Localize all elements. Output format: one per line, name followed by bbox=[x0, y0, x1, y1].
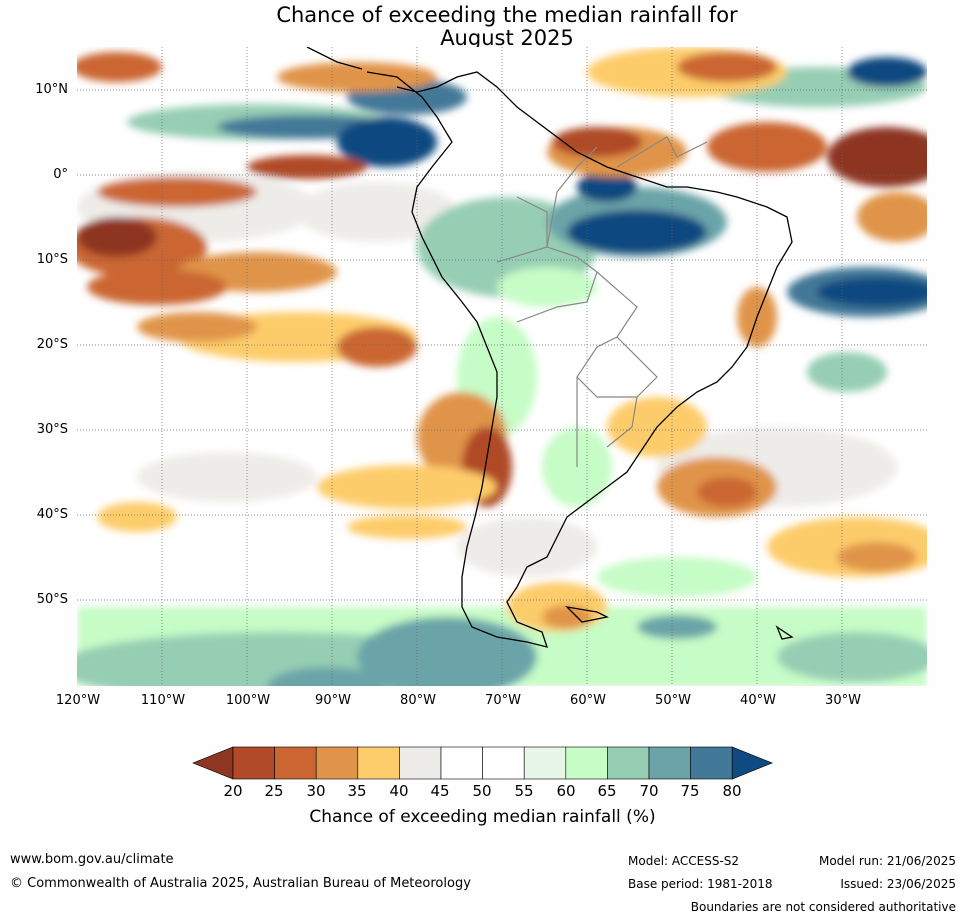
colorbar-tick-75: 75 bbox=[680, 782, 700, 800]
colorbar-swatch-low bbox=[192, 746, 234, 780]
lon-label-80w: 80°W bbox=[400, 693, 436, 708]
rainfall-shading bbox=[77, 47, 927, 686]
disclaimer-text: Boundaries are not considered authoritat… bbox=[690, 900, 956, 914]
colorbar-swatch-8 bbox=[523, 746, 567, 780]
lon-label-60w: 60°W bbox=[570, 693, 606, 708]
lon-label-70w: 70°W bbox=[485, 693, 521, 708]
model-text: Model: ACCESS-S2 bbox=[628, 854, 740, 868]
model-run-text: Model run: 21/06/2025 bbox=[818, 854, 956, 868]
base-period-text: Base period: 1981-2018 bbox=[628, 877, 773, 891]
colorbar-swatch-10 bbox=[607, 746, 650, 780]
colorbar-swatch-6 bbox=[440, 746, 483, 780]
colorbar-tick-40: 40 bbox=[389, 782, 409, 800]
colorbar-swatch-12 bbox=[690, 746, 733, 780]
map-title: Chance of exceeding the median rainfall … bbox=[0, 4, 965, 50]
colorbar-tick-45: 45 bbox=[430, 782, 450, 800]
colorbar-tick-60: 60 bbox=[556, 782, 576, 800]
lon-label-30w: 30°W bbox=[825, 693, 861, 708]
lon-label-90w: 90°W bbox=[315, 693, 351, 708]
rainfall-probability-map bbox=[77, 47, 927, 686]
colorbar-swatch-3 bbox=[315, 746, 359, 780]
colorbar-tick-65: 65 bbox=[597, 782, 617, 800]
colorbar-swatch-9 bbox=[565, 746, 608, 780]
lat-label-40s: 40°S bbox=[36, 507, 68, 522]
colorbar-tick-50: 50 bbox=[472, 782, 492, 800]
lat-label-10s: 10°S bbox=[36, 252, 68, 267]
colorbar-label: Chance of exceeding median rainfall (%) bbox=[309, 807, 656, 827]
title-line-1: Chance of exceeding the median rainfall … bbox=[276, 3, 738, 27]
lon-label-50w: 50°W bbox=[655, 693, 691, 708]
colorbar-tick-20: 20 bbox=[223, 782, 243, 800]
lat-label-30s: 30°S bbox=[36, 422, 68, 437]
colorbar-tick-80: 80 bbox=[722, 782, 742, 800]
colorbar-swatch-5 bbox=[399, 746, 442, 780]
colorbar-tick-35: 35 bbox=[347, 782, 367, 800]
colorbar-swatch-high bbox=[731, 746, 774, 780]
lat-label-0: 0° bbox=[53, 167, 68, 182]
colorbar-swatch-4 bbox=[357, 746, 400, 780]
colorbar-tick-25: 25 bbox=[264, 782, 284, 800]
lon-label-40w: 40°W bbox=[740, 693, 776, 708]
coastline bbox=[306, 47, 794, 648]
lon-label-120w: 120°W bbox=[55, 693, 101, 708]
colorbar-swatch-1 bbox=[232, 746, 275, 780]
colorbar-swatch-7 bbox=[482, 746, 525, 780]
lat-label-50s: 50°S bbox=[36, 592, 68, 607]
colorbar-tick-30: 30 bbox=[306, 782, 326, 800]
colorbar-tick-70: 70 bbox=[639, 782, 659, 800]
colorbar-swatch-2 bbox=[274, 746, 317, 780]
title-line-2: August 2025 bbox=[440, 26, 574, 50]
colorbar bbox=[190, 745, 775, 785]
colorbar-tick-55: 55 bbox=[514, 782, 534, 800]
colorbar-swatch-11 bbox=[648, 746, 691, 780]
issued-text: Issued: 23/06/2025 bbox=[840, 877, 956, 891]
lon-label-110w: 110°W bbox=[140, 693, 186, 708]
lon-label-100w: 100°W bbox=[225, 693, 271, 708]
copyright-text: © Commonwealth of Australia 2025, Austra… bbox=[10, 876, 471, 891]
colorbar-swatches bbox=[192, 746, 774, 780]
graticule bbox=[77, 47, 927, 686]
lat-label-20s: 20°S bbox=[36, 337, 68, 352]
lat-label-10n: 10°N bbox=[35, 82, 68, 97]
website-text: www.bom.gov.au/climate bbox=[10, 852, 174, 867]
